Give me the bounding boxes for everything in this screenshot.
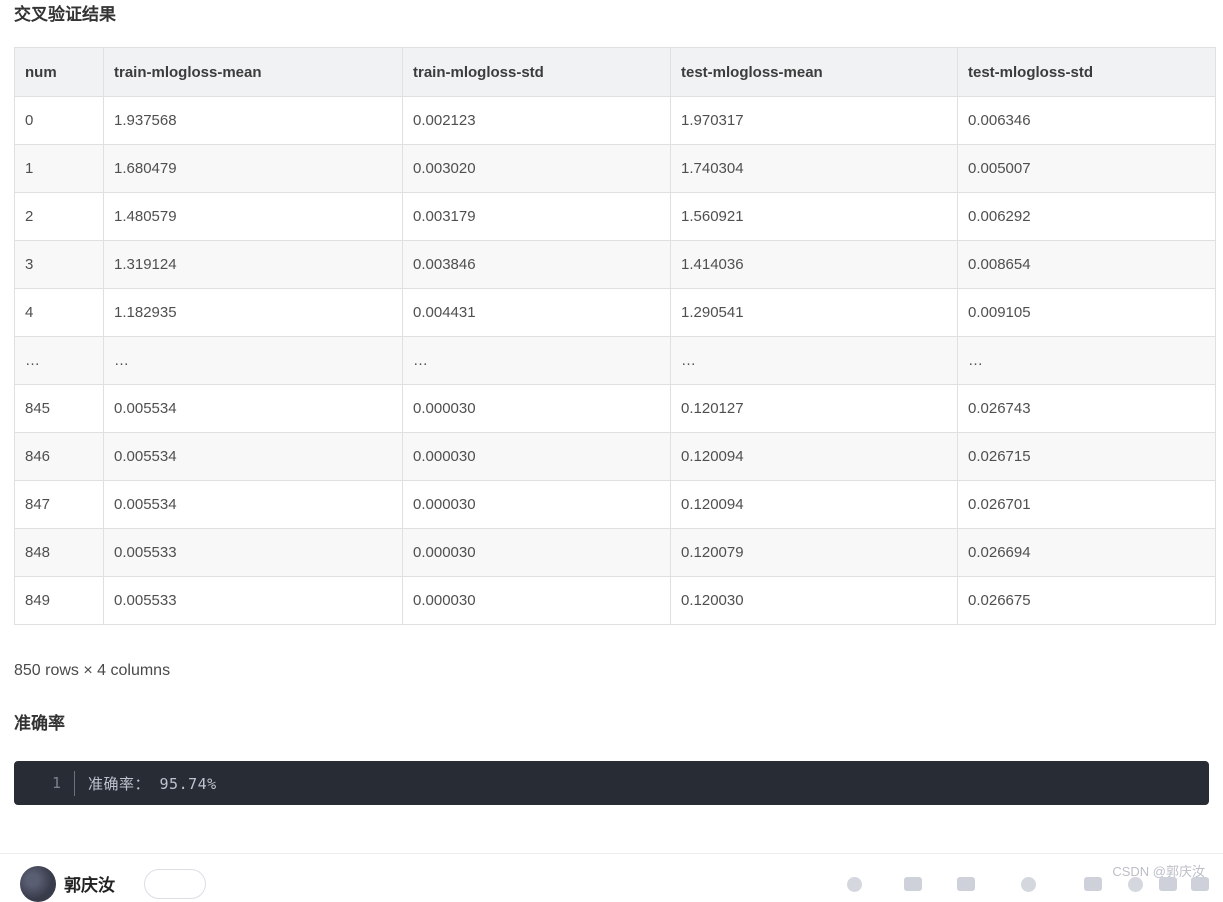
table-cell: 0.120030	[670, 576, 958, 625]
table-cell: 0.005533	[103, 528, 403, 577]
table-summary: 850 rows × 4 columns	[14, 662, 171, 679]
table-cell: 0	[14, 96, 104, 145]
table-row: 1 1.680479 0.003020 1.740304 0.005007	[14, 144, 1216, 193]
table-cell: 0.120127	[670, 384, 958, 433]
table-cell: 0.026715	[957, 432, 1216, 481]
table-cell: …	[14, 336, 104, 385]
table-cell: …	[402, 336, 671, 385]
table-row: 847 0.005534 0.000030 0.120094 0.026701	[14, 480, 1216, 529]
table-row: 846 0.005534 0.000030 0.120094 0.026715	[14, 432, 1216, 481]
comment-icon[interactable]	[904, 877, 922, 891]
table-cell: 0.002123	[402, 96, 671, 145]
table-cell: 848	[14, 528, 104, 577]
share-icon[interactable]	[1159, 877, 1177, 891]
code-output-text: 准确率： 95.74%	[88, 774, 217, 793]
table-cell: 1.740304	[670, 144, 958, 193]
thumb-up-icon[interactable]	[847, 877, 862, 892]
table-cell: 849	[14, 576, 104, 625]
table-cell: 1	[14, 144, 104, 193]
cv-table-body: 0 1.937568 0.002123 1.970317 0.006346 1 1.6804…	[14, 96, 1216, 625]
thumb-down-icon[interactable]	[1021, 877, 1036, 892]
more-icon[interactable]	[1191, 877, 1209, 891]
table-cell: 0.003179	[402, 192, 671, 241]
footer-divider	[0, 853, 1223, 854]
table-cell: …	[957, 336, 1216, 385]
table-cell: 0.004431	[402, 288, 671, 337]
star-icon[interactable]	[957, 877, 975, 891]
table-cell: 0.008654	[957, 240, 1216, 289]
table-cell: …	[670, 336, 958, 385]
table-cell: 0.005533	[103, 576, 403, 625]
article-content: 交叉验证结果 num train-mlogloss-mean train-mlogl…	[14, 5, 1216, 805]
table-cell: 0.120094	[670, 480, 958, 529]
table-row: 2 1.480579 0.003179 1.560921 0.006292	[14, 192, 1216, 241]
table-cell: 0.000030	[402, 384, 671, 433]
table-cell: 0.005534	[103, 432, 403, 481]
table-cell: 0.005534	[103, 384, 403, 433]
bookmark-icon[interactable]	[1084, 877, 1102, 891]
table-header-cell: train-mlogloss-mean	[103, 47, 403, 97]
table-cell: 1.182935	[103, 288, 403, 337]
table-cell: 1.680479	[103, 144, 403, 193]
table-cell: 0.000030	[402, 528, 671, 577]
cv-results-table: num train-mlogloss-mean train-mlogloss-std…	[14, 47, 1216, 625]
table-cell: 1.970317	[670, 96, 958, 145]
table-row: 845 0.005534 0.000030 0.120127 0.026743	[14, 384, 1216, 433]
table-header-row: num train-mlogloss-mean train-mlogloss-std…	[14, 47, 1216, 97]
table-header-cell: test-mlogloss-mean	[670, 47, 958, 97]
table-cell: 0.000030	[402, 480, 671, 529]
table-cell: 845	[14, 384, 104, 433]
table-row: ……………	[14, 336, 1216, 385]
table-row: 0 1.937568 0.002123 1.970317 0.006346	[14, 96, 1216, 145]
table-cell: 1.319124	[103, 240, 403, 289]
table-cell: 0.026743	[957, 384, 1216, 433]
accuracy-heading: 准确率	[14, 714, 65, 733]
table-row: 849 0.005533 0.000030 0.120030 0.026675	[14, 576, 1216, 625]
table-cell: 0.005534	[103, 480, 403, 529]
table-cell: 1.414036	[670, 240, 958, 289]
table-cell: 0.005007	[957, 144, 1216, 193]
table-cell: 0.026675	[957, 576, 1216, 625]
table-cell: 1.937568	[103, 96, 403, 145]
table-cell: 1.560921	[670, 192, 958, 241]
table-cell: 0.120094	[670, 432, 958, 481]
table-cell: 0.120079	[670, 528, 958, 577]
report-icon[interactable]	[1128, 877, 1143, 892]
table-row: 3 1.319124 0.003846 1.414036 0.008654	[14, 240, 1216, 289]
cv-results-heading: 交叉验证结果	[14, 5, 116, 24]
table-header-cell: num	[14, 47, 104, 97]
csdn-watermark: CSDN @郭庆汝	[1112, 864, 1205, 879]
table-cell: 3	[14, 240, 104, 289]
table-cell: 0.009105	[957, 288, 1216, 337]
table-header-cell: train-mlogloss-std	[402, 47, 671, 97]
table-cell: 0.026701	[957, 480, 1216, 529]
table-cell: 0.006292	[957, 192, 1216, 241]
table-cell: …	[103, 336, 403, 385]
table-cell: 1.290541	[670, 288, 958, 337]
code-line-number: 1	[51, 774, 61, 792]
table-cell: 1.480579	[103, 192, 403, 241]
table-cell: 0.000030	[402, 576, 671, 625]
table-cell: 0.006346	[957, 96, 1216, 145]
table-row: 4 1.182935 0.004431 1.290541 0.009105	[14, 288, 1216, 337]
table-cell: 0.003020	[402, 144, 671, 193]
table-cell: 0.026694	[957, 528, 1216, 577]
footer-action-bar	[0, 877, 1223, 892]
code-block: 1 准确率： 95.74%	[14, 761, 1209, 805]
table-header-cell: test-mlogloss-std	[957, 47, 1216, 97]
table-cell: 846	[14, 432, 104, 481]
table-cell: 847	[14, 480, 104, 529]
code-gutter-divider	[74, 770, 75, 796]
table-cell: 0.003846	[402, 240, 671, 289]
table-row: 848 0.005533 0.000030 0.120079 0.026694	[14, 528, 1216, 577]
table-cell: 2	[14, 192, 104, 241]
table-cell: 4	[14, 288, 104, 337]
table-cell: 0.000030	[402, 432, 671, 481]
